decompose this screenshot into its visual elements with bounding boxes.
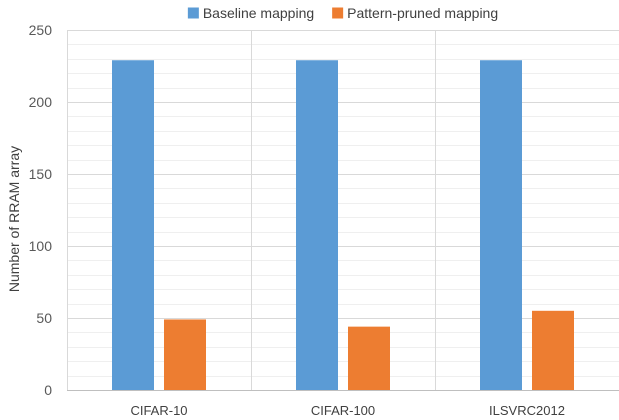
y-tick-label: 100 [29, 238, 53, 254]
y-axis-title: Number of RRAM array [6, 146, 22, 292]
bar-pattern-pruned-mapping-cifar-10 [164, 319, 206, 390]
legend-label: Baseline mapping [203, 5, 314, 21]
bar-baseline-mapping-cifar-10 [112, 60, 154, 391]
bar-pattern-pruned-mapping-ilsvrc2012 [532, 310, 574, 390]
legend-swatch [187, 7, 199, 19]
y-tick-label: 150 [29, 166, 53, 182]
bar-baseline-mapping-ilsvrc2012 [480, 60, 522, 391]
bars [112, 60, 574, 391]
bar-baseline-mapping-cifar-100 [296, 60, 338, 391]
y-tick-label: 250 [29, 22, 53, 38]
bar-pattern-pruned-mapping-cifar-100 [348, 326, 390, 390]
legend: Baseline mapping Pattern-pruned mapping [187, 5, 498, 21]
legend-label: Pattern-pruned mapping [347, 5, 498, 21]
y-tick-label: 200 [29, 94, 53, 110]
x-tick-label: CIFAR-10 [130, 403, 187, 418]
legend-swatch [332, 7, 344, 19]
x-tick-label: ILSVRC2012 [489, 403, 565, 418]
x-tick-label: CIFAR-100 [311, 403, 375, 418]
grid [67, 30, 619, 390]
y-tick-label: 50 [36, 310, 52, 326]
axes: 0 50 100 150 200 250 CIFAR-10 CIFAR-100 ILSVRC20… [29, 22, 619, 418]
y-tick-label: 0 [44, 382, 52, 398]
